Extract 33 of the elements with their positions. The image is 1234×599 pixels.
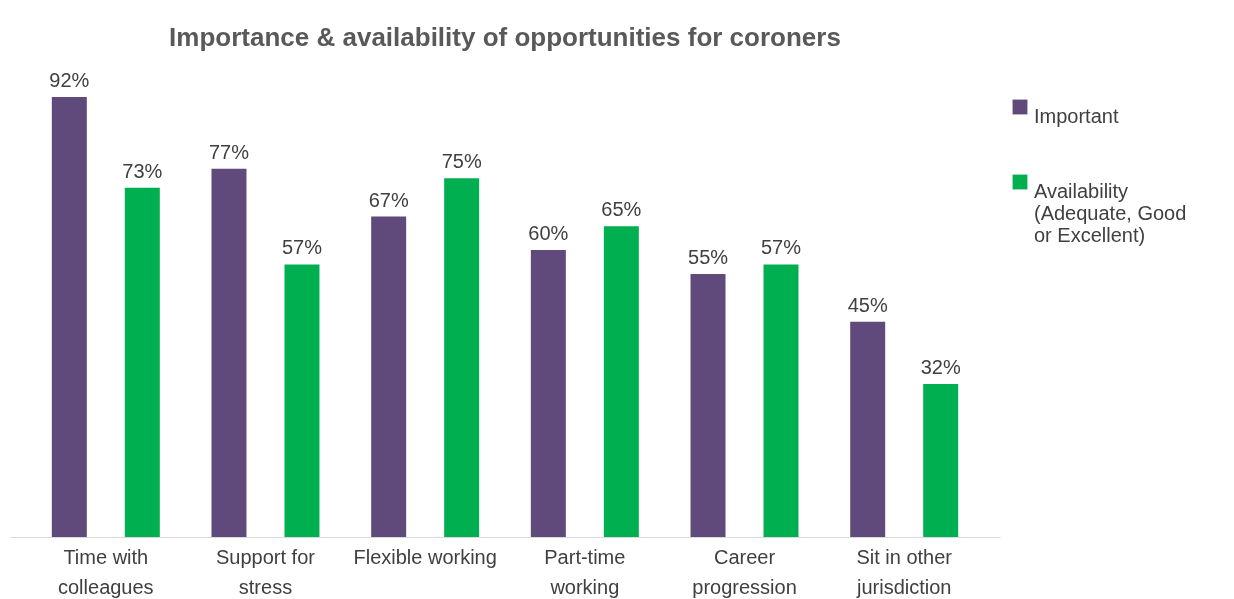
bar: [51, 97, 87, 537]
x-tick-label: Career progression: [692, 545, 797, 598]
data-label: 67%: [368, 188, 409, 211]
data-label: 32%: [920, 355, 961, 378]
data-label: 60%: [528, 222, 569, 245]
data-label: 45%: [847, 293, 888, 316]
x-tick-label: Support for stress: [216, 545, 316, 598]
chart-title: Importance & availability of opportunities for coroners: [169, 22, 841, 52]
bar: [371, 216, 407, 537]
x-tick-label: Sit in other jurisdiction: [855, 545, 953, 598]
data-label: 57%: [281, 236, 323, 259]
bar: [850, 321, 886, 537]
bar: [603, 226, 639, 537]
x-tick-label: Part-time working: [544, 545, 626, 598]
bar: [124, 187, 160, 537]
bar: [284, 264, 320, 537]
bar: [763, 264, 799, 537]
bar: [444, 178, 480, 537]
data-label: 92%: [49, 69, 90, 91]
bar: [211, 168, 247, 537]
x-tick-label: Time with colleagues: [57, 545, 154, 598]
data-label: 77%: [208, 140, 250, 163]
data-label: 75%: [441, 150, 482, 173]
data-label: 57%: [761, 236, 802, 259]
bar: [530, 250, 566, 537]
bar: [690, 273, 726, 537]
data-label: 73%: [122, 159, 163, 182]
x-tick-label: Flexible working: [353, 545, 497, 568]
data-label: 55%: [688, 245, 729, 268]
bar: [923, 383, 959, 537]
data-label: 65%: [601, 198, 642, 221]
legend-label: Important: [1034, 105, 1119, 127]
legend-label: Availability (Adequate, Good or Excellent): [1034, 180, 1187, 246]
